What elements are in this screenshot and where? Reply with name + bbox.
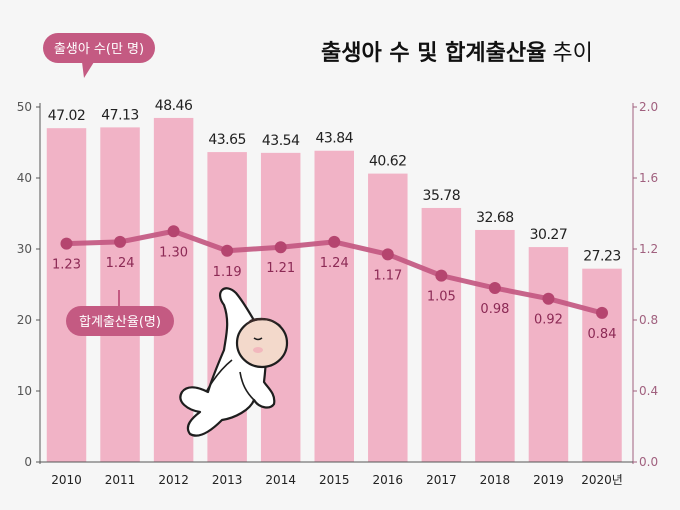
bar bbox=[528, 247, 569, 462]
baby-cheek bbox=[253, 347, 263, 353]
y-left-tick-label: 30 bbox=[17, 242, 32, 256]
rate-point bbox=[221, 244, 234, 257]
y-right-tick-label: 1.6 bbox=[639, 171, 658, 185]
rate-line-group: 1.23 1.24 1.30 1.19 1.21 1.24 1.17 1.05 0.98 0.92… bbox=[52, 225, 616, 342]
rate-point bbox=[381, 248, 394, 261]
baby-head bbox=[235, 317, 289, 369]
rate-value-label: 1.17 bbox=[373, 268, 402, 283]
rate-value-label: 0.84 bbox=[588, 327, 617, 342]
bar bbox=[46, 128, 87, 462]
rate-legend-callout: 합계출산율(명) bbox=[66, 290, 174, 336]
baby-illustration bbox=[179, 287, 289, 437]
bar-value-label: 43.54 bbox=[262, 133, 300, 149]
bar-value-label: 27.23 bbox=[583, 249, 621, 265]
chart-title-suffix: 추이 bbox=[552, 41, 592, 66]
bar-value-label: 40.62 bbox=[369, 154, 407, 170]
baby-arm-fold bbox=[205, 359, 233, 393]
x-tick-label: 2011 bbox=[105, 473, 136, 487]
rate-point bbox=[274, 241, 287, 254]
bar-value-label: 48.46 bbox=[155, 98, 193, 114]
rate-value-label: 1.19 bbox=[213, 265, 242, 280]
rate-value-label: 1.30 bbox=[159, 245, 188, 260]
baby-eye bbox=[253, 337, 263, 341]
y-left-tick-label: 20 bbox=[17, 313, 32, 327]
x-tick-label: 2020년 bbox=[581, 473, 623, 487]
x-tick-label: 2010 bbox=[51, 473, 82, 487]
rate-point bbox=[114, 235, 127, 248]
bar-value-label: 47.02 bbox=[48, 108, 86, 124]
bar-value-label: 32.68 bbox=[476, 210, 514, 226]
bar bbox=[421, 207, 462, 462]
y-right-tick-label: 0.4 bbox=[639, 384, 658, 398]
birth-legend-callout: 출생아 수(만 명) bbox=[43, 33, 155, 78]
rate-value-label: 0.92 bbox=[534, 313, 563, 328]
y-left-tick-label: 10 bbox=[17, 384, 32, 398]
rate-point bbox=[488, 282, 501, 295]
y-right-tick-label: 2.0 bbox=[639, 100, 658, 114]
rate-point bbox=[60, 237, 73, 250]
bar bbox=[314, 150, 354, 462]
bar-value-label: 47.13 bbox=[101, 107, 139, 123]
x-tick-label: 2014 bbox=[265, 473, 296, 487]
x-tick-label: 2018 bbox=[480, 473, 511, 487]
rate-point bbox=[596, 306, 608, 319]
x-tick-label: 2013 bbox=[212, 473, 243, 487]
baby-hair bbox=[243, 317, 282, 328]
x-tick-label: 2017 bbox=[426, 473, 457, 487]
x-tick-label: 2019 bbox=[533, 473, 564, 487]
bar bbox=[100, 127, 140, 462]
rate-value-label: 0.98 bbox=[480, 302, 509, 317]
y-left-tick-label: 50 bbox=[17, 100, 32, 114]
bar-value-label: 30.27 bbox=[530, 227, 568, 243]
x-tick-label: 2016 bbox=[373, 473, 404, 487]
bar-value-label: 35.78 bbox=[423, 188, 461, 204]
y-right-tick-label: 1.2 bbox=[639, 242, 658, 256]
rate-point bbox=[328, 235, 341, 248]
bar bbox=[582, 268, 622, 462]
rate-legend-label: 합계출산율(명) bbox=[79, 315, 161, 330]
bar bbox=[368, 173, 408, 462]
rate-value-label: 1.24 bbox=[106, 256, 135, 271]
x-tick-label: 2012 bbox=[158, 473, 189, 487]
baby-leg-fold bbox=[239, 371, 255, 401]
y-left-tick-label: 40 bbox=[17, 171, 32, 185]
y-right-tick-label: 0.8 bbox=[639, 313, 658, 327]
chart-title-main: 출생아 수 및 합계출산율 bbox=[321, 40, 546, 66]
y-left-tick-label: 0 bbox=[24, 455, 32, 469]
bar bbox=[260, 152, 301, 462]
birth-legend-label: 출생아 수(만 명) bbox=[54, 42, 144, 57]
rate-value-label: 1.24 bbox=[320, 256, 349, 271]
y-right-tick-label: 0.0 bbox=[639, 455, 658, 469]
rate-point bbox=[435, 269, 448, 282]
bar-value-label: 43.65 bbox=[208, 132, 246, 148]
x-tick-label: 2015 bbox=[319, 473, 350, 487]
rate-point bbox=[542, 292, 555, 305]
bar-value-label: 43.84 bbox=[315, 131, 353, 147]
rate-point bbox=[167, 225, 180, 238]
bar-group: 47.02 47.13 48.46 43.65 43.54 43.84 40.62 35.78… bbox=[46, 98, 622, 463]
bar bbox=[153, 117, 194, 463]
rate-value-label: 1.05 bbox=[427, 290, 456, 305]
bar bbox=[475, 229, 515, 462]
axes-group: 0 10 20 30 40 50 0.0 0.4 0.8 1.2 1.6 2.0 2010 2011 201… bbox=[17, 100, 658, 487]
chart-title: 출생아 수 및 합계출산율 추이 bbox=[321, 40, 593, 66]
rate-value-label: 1.21 bbox=[266, 261, 295, 276]
rate-value-label: 1.23 bbox=[52, 258, 81, 273]
